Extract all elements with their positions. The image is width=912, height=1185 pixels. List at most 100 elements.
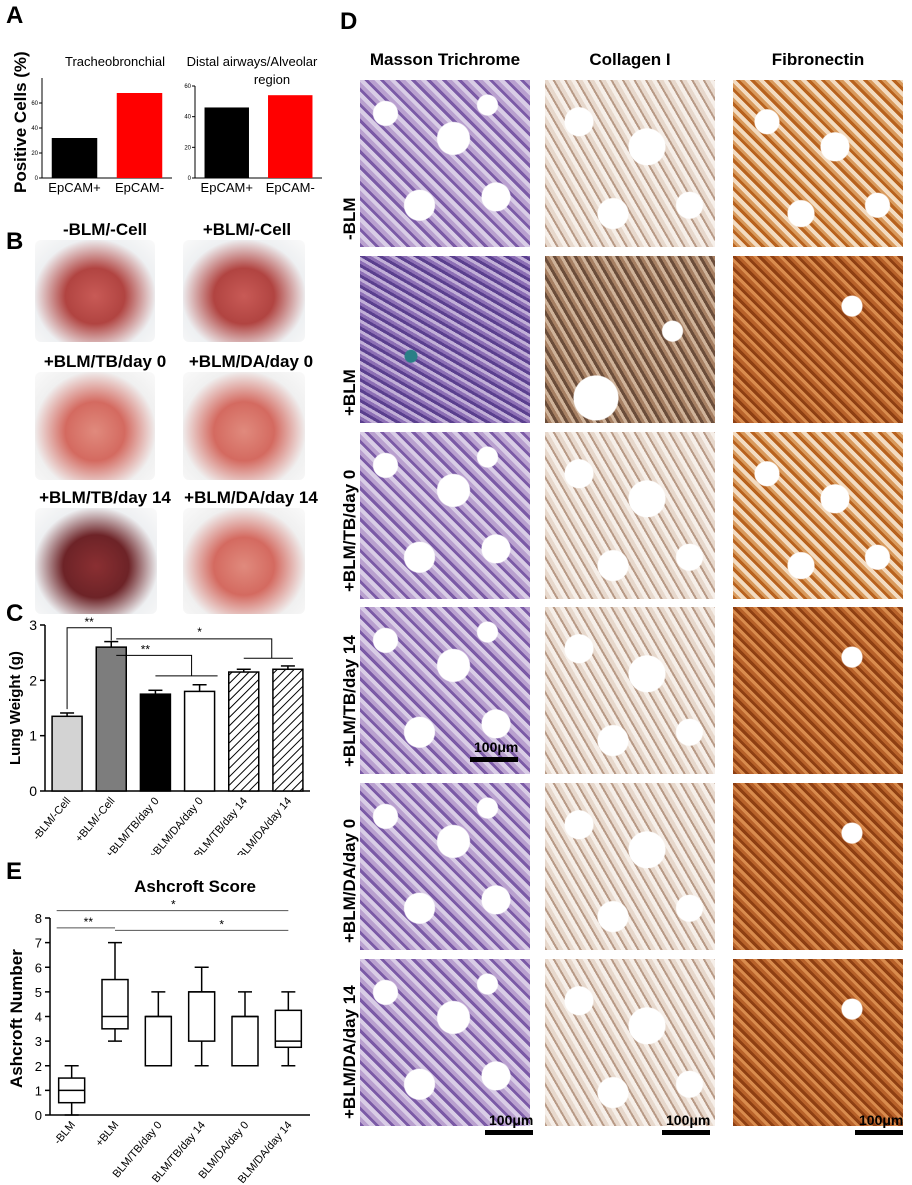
y-tick-label: 60	[184, 84, 191, 90]
panel-e-chart: Ashcroft Score Ashcroft Number 0 1 2 3 4 5 6 7 8…	[7, 877, 310, 1185]
photo-label-2: +BLM/-Cell	[202, 220, 292, 239]
panel-label-e: E	[6, 858, 23, 885]
micrograph-masson-trichrome-row-4	[360, 607, 530, 774]
panel-c-ylabel: Lung Weight (g)	[7, 651, 24, 765]
y-tick-label: 0	[35, 176, 39, 182]
scale-bar-3	[662, 1130, 710, 1135]
scale-bar-2-label: 100μm	[489, 1112, 534, 1128]
photo-label-6: +BLM/DA/day 14	[184, 488, 318, 507]
y-tick-label: 20	[31, 151, 38, 157]
sig-bracket-2	[116, 654, 218, 677]
y-tick-label: 20	[184, 145, 191, 151]
micrograph-fibronectin-row-6	[733, 959, 903, 1126]
micrograph-fibronectin-row-5	[733, 783, 903, 950]
bar-EpCAM-	[116, 93, 163, 178]
x-tick-label: +BLM/-Cell	[73, 795, 117, 845]
micrograph-fibronectin-row-2	[733, 256, 903, 423]
micrograph-masson-trichrome-row-6	[360, 959, 530, 1126]
box-2	[101, 978, 129, 1030]
micrograph-collagen-i-row-4	[545, 607, 715, 774]
panel-a-title-1: Tracheobronchial	[65, 54, 165, 69]
y-tick-label: 6	[35, 960, 42, 975]
box-3	[144, 1015, 173, 1067]
x-tick-label: EpCAM-	[115, 180, 164, 195]
y-tick-label: 3	[29, 617, 37, 633]
sig-label-2: *	[171, 898, 176, 912]
panel-e-ylabel: Ashcroft Number	[7, 949, 26, 1088]
bar-1	[51, 715, 83, 792]
micrograph-collagen-i-row-6	[545, 959, 715, 1126]
row-label-4: +BLM/TB/day 14	[340, 635, 359, 767]
micrograph-collagen-i-row-3	[545, 432, 715, 599]
box-5	[231, 1015, 259, 1067]
x-tick-label: -BLM	[52, 1119, 78, 1147]
micrograph-fibronectin-row-3	[733, 432, 903, 599]
panel-e-title: Ashcroft Score	[134, 877, 256, 896]
bar-2	[95, 646, 127, 792]
y-tick-label: 3	[35, 1034, 42, 1049]
panel-a-title-2b: region	[254, 72, 290, 87]
bar-EpCAM-	[268, 95, 313, 178]
scale-bar-2	[485, 1130, 533, 1135]
bar-4	[183, 690, 216, 792]
micrograph-fibronectin-row-1	[733, 80, 903, 247]
panel-a-title-2: Distal airways/Alveolar	[187, 54, 318, 69]
panel-a-ylabel: Positive Cells (%)	[11, 51, 30, 193]
micrograph-collagen-i-row-5	[545, 783, 715, 950]
row-label-6: +BLM/DA/day 14	[340, 985, 359, 1119]
y-tick-label: 40	[31, 126, 38, 132]
scale-bar-1	[470, 757, 518, 762]
y-tick-label: 7	[35, 936, 42, 951]
column-header-fibronectin: Fibronectin	[771, 50, 865, 69]
lung-photo-6	[183, 508, 305, 614]
x-tick-label: -BLM/-Cell	[31, 795, 74, 843]
sig-label-1: **	[84, 615, 94, 629]
lung-photo-4	[183, 372, 305, 480]
sig-label-1: **	[84, 915, 94, 929]
panel-label-d: D	[340, 8, 358, 35]
sig-bracket-3	[116, 638, 293, 659]
micrograph-masson-trichrome-row-1	[360, 80, 530, 247]
x-tick-label: EpCAM+	[48, 180, 100, 195]
y-tick-label: 4	[35, 1010, 42, 1025]
scale-bar-1-label: 100μm	[474, 739, 519, 755]
y-tick-label: 8	[35, 911, 42, 926]
panel-c-chart: Lung Weight (g) 0 1 2 3 -BLM/-Cell +BLM/-Cell…	[7, 615, 310, 855]
scale-bar-4	[855, 1130, 903, 1135]
y-tick-label: 0	[35, 1108, 42, 1123]
bar-6	[272, 668, 304, 792]
box-4	[187, 991, 216, 1042]
panel-label-c: C	[6, 600, 24, 627]
x-tick-label: EpCAM+	[201, 180, 253, 195]
y-tick-label: 1	[35, 1083, 42, 1098]
bar-EpCAM+	[204, 107, 249, 178]
micrograph-collagen-i-row-1	[545, 80, 715, 247]
panel-label-b: B	[6, 228, 24, 255]
bar-5	[228, 671, 260, 792]
scale-bar-3-label: 100μm	[666, 1112, 711, 1128]
column-header-masson: Masson Trichrome	[369, 50, 521, 69]
lung-photo-2	[183, 240, 305, 342]
photo-label-3: +BLM/TB/day 0	[43, 352, 167, 371]
sig-label-3: *	[197, 625, 202, 639]
photo-label-4: +BLM/DA/day 0	[188, 352, 314, 371]
photo-label-1: -BLM/-Cell	[62, 220, 148, 239]
row-label-5: +BLM/DA/day 0	[340, 818, 359, 943]
y-tick-label: 0	[188, 176, 192, 182]
row-label-3: +BLM/TB/day 0	[340, 469, 359, 592]
x-tick-label: EpCAM-	[266, 180, 315, 195]
scale-bar-4-label: 100μm	[859, 1112, 904, 1128]
panel-a-chart: Positive Cells (%) Tracheobronchial Dist…	[11, 51, 322, 195]
lung-photo-1	[35, 240, 155, 342]
bar-3	[139, 693, 172, 792]
y-tick-label: 40	[184, 115, 191, 121]
x-tick-label: +BLM	[93, 1119, 121, 1149]
micrograph-masson-trichrome-row-3	[360, 432, 530, 599]
row-label-2: +BLM	[340, 369, 359, 416]
panel-label-a: A	[6, 2, 24, 29]
y-tick-label: 2	[35, 1059, 42, 1074]
y-tick-label: 60	[31, 101, 38, 107]
y-tick-label: 5	[35, 985, 42, 1000]
sig-label-2: **	[141, 642, 151, 656]
micrograph-masson-trichrome-row-5	[360, 783, 530, 950]
